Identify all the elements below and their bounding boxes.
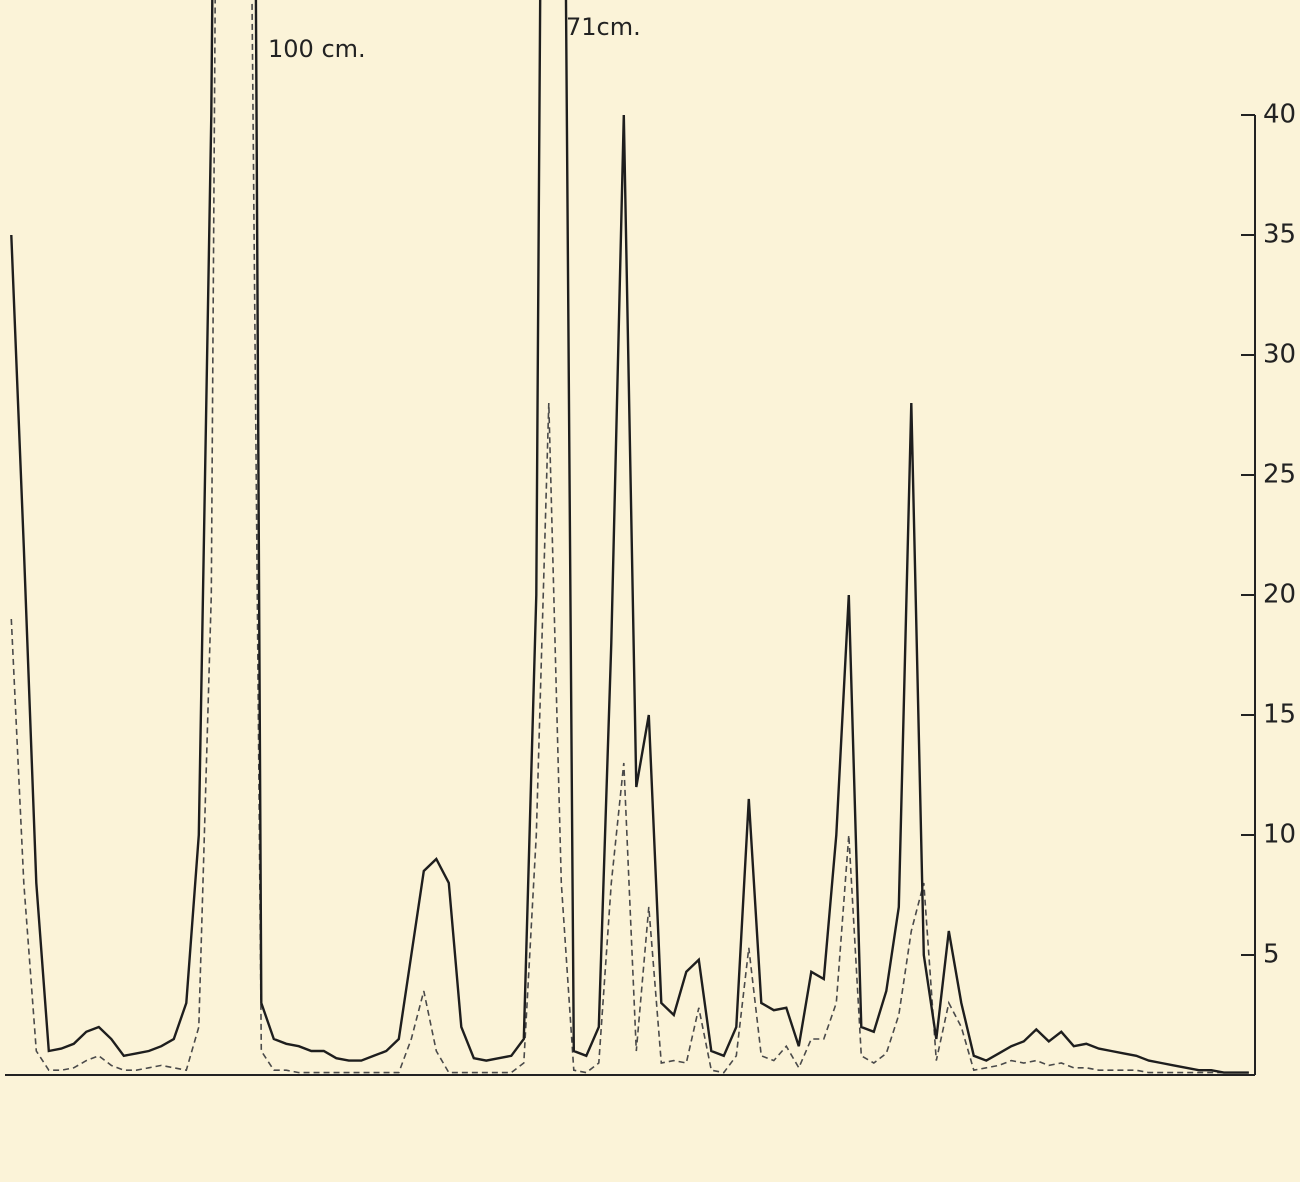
y-tick-label: 5	[1263, 940, 1280, 970]
data-line	[10, 0, 1249, 1074]
y-tick-label: 35	[1263, 220, 1296, 250]
y-tick-label: 30	[1263, 340, 1296, 370]
y-tick-label: 10	[1263, 820, 1296, 850]
y-tick-label: 40	[1263, 100, 1296, 130]
y-tick-label: 15	[1263, 700, 1296, 730]
y-tick-label: 25	[1263, 460, 1296, 490]
y-tick-label: 20	[1263, 580, 1296, 610]
annotation: 100 cm.	[268, 35, 366, 63]
data-line	[10, 0, 1249, 1074]
annotation: 71cm.	[566, 13, 641, 41]
